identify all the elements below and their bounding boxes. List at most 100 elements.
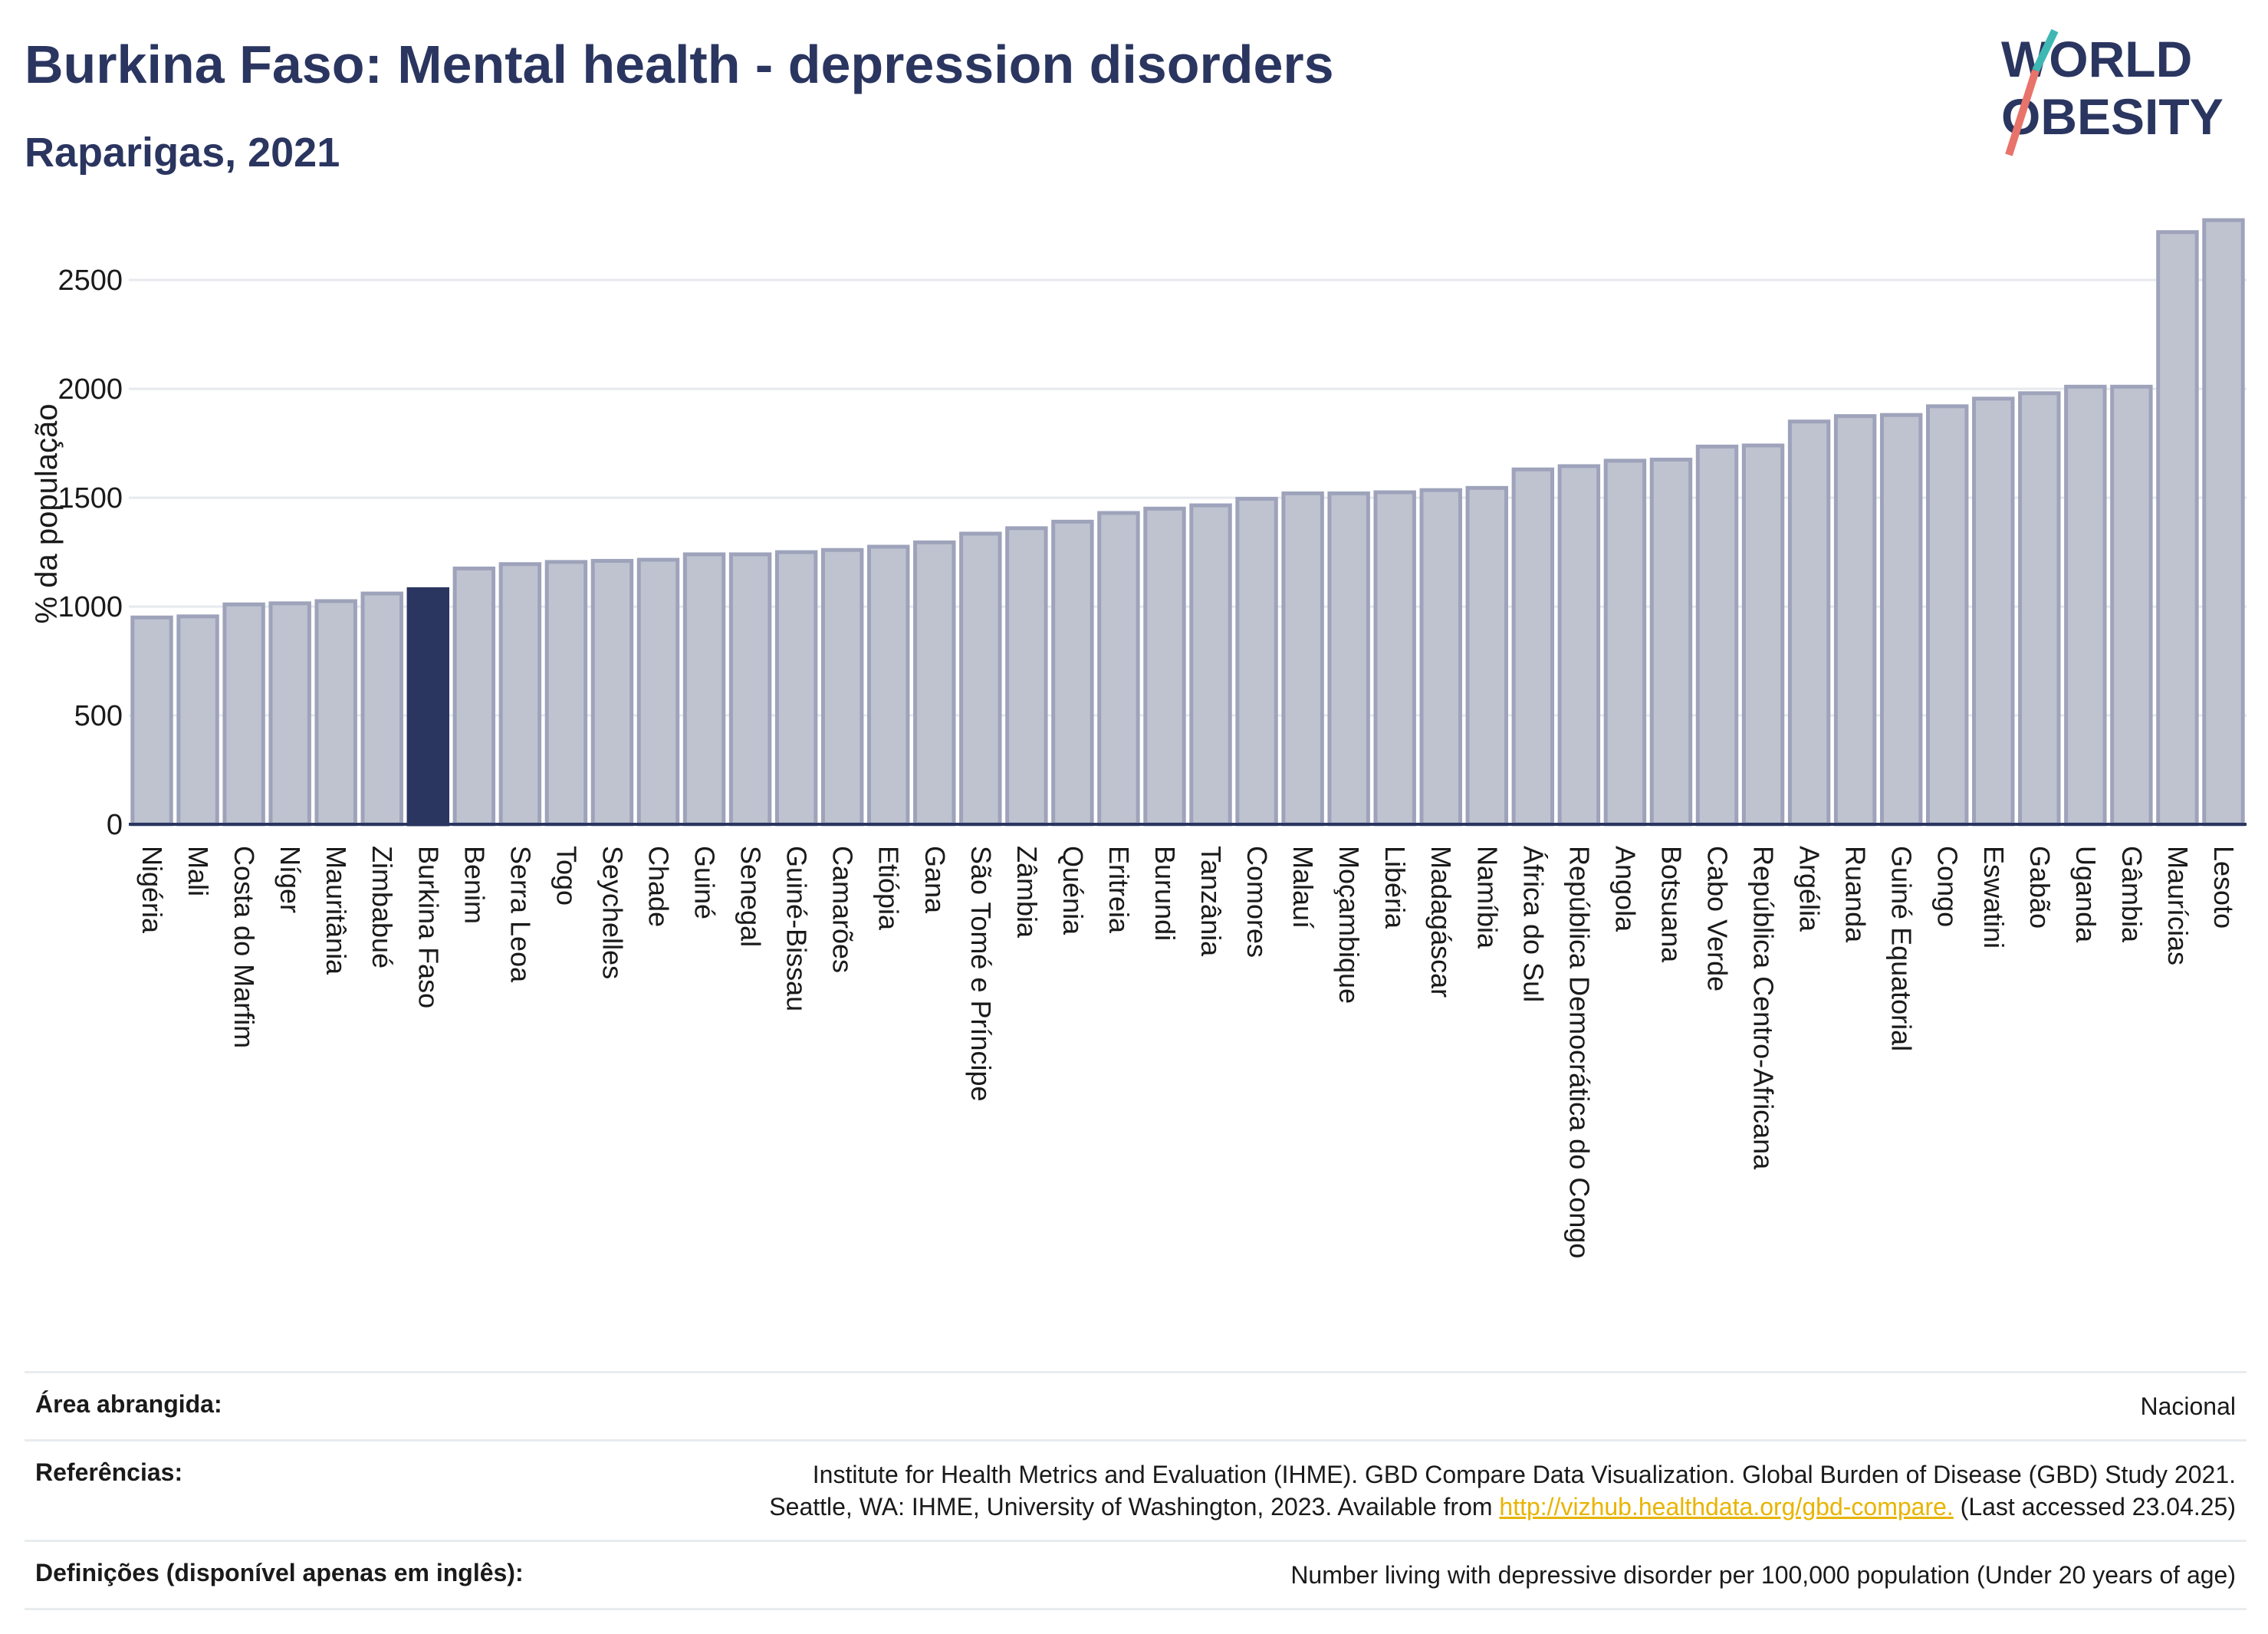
coverage-value: Nacional — [2140, 1392, 2236, 1420]
bar — [1557, 464, 1601, 827]
chart-title: Burkina Faso: Mental health - depression… — [25, 35, 1334, 94]
y-tick-label: 1000 — [58, 591, 123, 623]
x-tick-label: Madagáscar — [1425, 846, 1457, 998]
references-link[interactable]: http://vizhub.healthdata.org/gbd-compare… — [1499, 1493, 1954, 1521]
x-tick-label: Serra Leoa — [505, 846, 536, 983]
x-tick-label: Uganda — [2070, 846, 2102, 943]
x-tick-label: Comores — [1241, 846, 1273, 958]
x-tick-label: Guiné-Bissau — [781, 846, 813, 1011]
bar — [360, 591, 403, 827]
x-tick-label: Costa do Marfim — [228, 846, 260, 1048]
footer-table: Área abrangida: Nacional Referências: In… — [25, 1371, 2247, 1610]
y-axis-label: % da população — [30, 404, 64, 624]
x-tick-label: Quénia — [1057, 846, 1089, 935]
definitions-label: Definições (disponível apenas em inglês)… — [35, 1559, 524, 1586]
x-tick-label: Chade — [643, 846, 675, 927]
bar — [452, 566, 496, 827]
bar — [1373, 490, 1416, 827]
logo-line2: OBESITY — [2001, 88, 2224, 145]
bar — [176, 614, 219, 827]
bar — [1465, 485, 1509, 827]
x-tick-label: República Centro-Africana — [1748, 846, 1780, 1170]
x-tick-label: Ruanda — [1840, 846, 1872, 943]
x-tick-label: Gana — [919, 846, 951, 914]
bar — [913, 540, 956, 827]
bar — [728, 552, 772, 827]
bar — [2018, 391, 2061, 827]
logo-slash-coral — [2005, 69, 2040, 156]
bar — [1603, 459, 1647, 827]
x-tick-label: África do Sul — [1517, 846, 1549, 1002]
bar — [1925, 404, 1969, 827]
references-accessed: (Last accessed 23.04.25) — [1953, 1493, 2236, 1521]
x-tick-label: Maurícias — [2162, 846, 2194, 965]
x-tick-label: Nigéria — [136, 846, 168, 934]
bar — [2156, 230, 2199, 827]
x-tick-label: Cabo Verde — [1702, 846, 1734, 991]
references-line-1: Institute for Health Metrics and Evaluat… — [812, 1461, 2236, 1488]
bar — [820, 547, 864, 827]
x-tick-label: Senegal — [735, 846, 767, 947]
x-tick-label: Moçambique — [1333, 846, 1365, 1004]
x-tick-label: Benim — [459, 846, 490, 924]
bar — [1143, 506, 1186, 827]
bar — [1005, 526, 1048, 827]
y-tick-label: 0 — [107, 809, 123, 841]
x-tick-label: Seychelles — [597, 846, 628, 979]
footer-row-definitions: Definições (disponível apenas em inglês)… — [25, 1540, 2247, 1610]
x-tick-label: Zâmbia — [1011, 846, 1043, 939]
x-tick-label: São Tomé e Príncipe — [965, 846, 997, 1102]
bar — [544, 560, 588, 827]
x-tick-label: Eswatini — [1978, 846, 2010, 949]
bar-chart: 0 500 1000 1500 2000 2500 Nigéria Mali Costa do … — [30, 218, 2247, 1258]
x-tick-label: Guiné — [689, 846, 721, 919]
bar — [1833, 414, 1877, 827]
x-tick-label: Níger — [274, 846, 306, 913]
axes: 0 500 1000 1500 2000 2500 Nigéria Mali Costa do … — [58, 265, 2247, 1258]
bar — [314, 599, 357, 827]
bar — [1281, 491, 1324, 827]
bar — [1097, 511, 1140, 827]
x-tick-label: Gâmbia — [2116, 846, 2148, 943]
bar — [1972, 396, 2015, 827]
bar — [1649, 457, 1693, 827]
references-value: Institute for Health Metrics and Evaluat… — [769, 1458, 2236, 1523]
x-tick-label: Botsuana — [1655, 846, 1687, 963]
x-tick-label: Togo — [551, 846, 582, 906]
bar — [2202, 218, 2245, 827]
x-tick-label: Argélia — [1794, 846, 1826, 932]
bar — [130, 615, 173, 827]
bar — [268, 601, 311, 827]
x-tick-label: Lesoto — [2208, 846, 2240, 929]
references-line-2-text: Seattle, WA: IHME, University of Washing… — [769, 1493, 1500, 1521]
y-tick-label: 2500 — [58, 265, 123, 297]
bar — [959, 531, 1002, 827]
x-tick-label: Congo — [1932, 846, 1964, 927]
x-tick-label: Eritreia — [1103, 846, 1135, 934]
bar — [498, 562, 542, 827]
logo-slash-teal — [2032, 28, 2059, 73]
bar — [1511, 467, 1555, 827]
bar — [636, 557, 680, 827]
x-tick-label: Burundi — [1149, 846, 1181, 941]
x-tick-label: Etiópia — [873, 846, 905, 931]
bar — [1189, 503, 1232, 827]
chart-subtitle: Raparigas, 2021 — [25, 130, 340, 176]
x-tick-label: Mauritânia — [320, 846, 352, 975]
bar — [1879, 413, 1923, 827]
x-tick-label: Guiné Equatorial — [1886, 846, 1918, 1051]
x-tick-label: Mali — [182, 846, 214, 896]
x-tick-label: Zimbabué — [366, 846, 398, 968]
coverage-label: Área abrangida: — [35, 1390, 222, 1418]
world-obesity-logo: WORLD OBESITY — [2001, 28, 2224, 156]
y-tick-label: 2000 — [58, 373, 123, 406]
footer-row-coverage: Área abrangida: Nacional — [25, 1371, 2247, 1439]
bar — [774, 550, 818, 827]
bar-highlighted — [406, 587, 450, 827]
bar — [590, 558, 634, 827]
bar — [2110, 384, 2153, 827]
x-tick-label: Burkina Faso — [413, 846, 444, 1008]
bar — [1327, 491, 1370, 827]
y-tick-label: 500 — [74, 700, 123, 732]
references-label: Referências: — [35, 1458, 183, 1486]
